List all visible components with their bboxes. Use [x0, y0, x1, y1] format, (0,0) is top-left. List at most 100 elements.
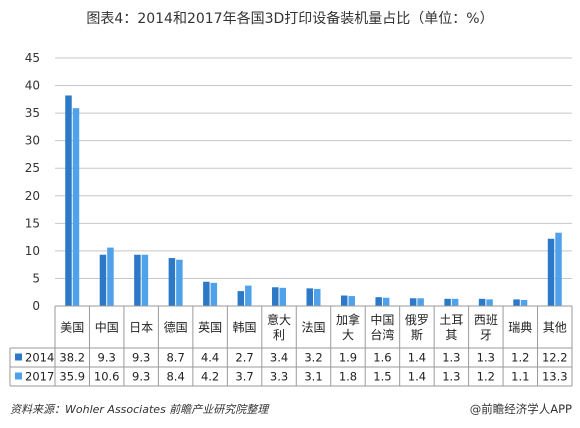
- y-axis-ticks: 0 5 10 15 20 25 30 35 40 45: [25, 51, 40, 313]
- bar-2017-8: [348, 296, 355, 306]
- y-tick-label: 5: [32, 271, 40, 285]
- category-label: 加拿: [336, 312, 360, 327]
- category-label: 德国: [164, 320, 188, 335]
- data-label: 9.3: [98, 351, 116, 365]
- bar-2014-8: [340, 295, 348, 306]
- bar-2014-7: [306, 288, 313, 306]
- bar-2017-1: [107, 247, 114, 306]
- bar-2014-4: [203, 281, 210, 306]
- data-label: 1.1: [511, 370, 529, 384]
- y-tick-label: 20: [25, 189, 40, 203]
- data-label: 1.6: [373, 351, 391, 365]
- data-label: 8.7: [166, 351, 184, 365]
- bar-2017-3: [176, 259, 183, 306]
- category-label: 台湾: [370, 327, 394, 342]
- bar-2014-12: [478, 298, 486, 306]
- bar-2017-13: [520, 299, 528, 306]
- data-label: 8.4: [166, 370, 184, 384]
- legend-label-2014: 2014: [25, 351, 54, 365]
- data-label: 9.3: [132, 370, 150, 384]
- y-tick-label: 40: [25, 79, 40, 93]
- grid-lines: [55, 57, 572, 279]
- y-tick-label: 30: [25, 134, 40, 148]
- bar-2017-4: [210, 282, 218, 306]
- category-label: 大: [342, 328, 354, 342]
- data-label: 1.4: [408, 370, 426, 384]
- category-label: 中国: [370, 312, 394, 327]
- category-label: 瑞典: [508, 321, 532, 335]
- bar-2014-6: [272, 287, 279, 306]
- y-tick-label: 10: [25, 244, 40, 258]
- bar-2014-1: [99, 254, 107, 306]
- category-label: 其他: [543, 321, 567, 335]
- source-note: 资料来源：Wohler Associates 前瞻产业研究院整理: [10, 403, 270, 416]
- bar-2014-9: [375, 297, 382, 306]
- category-label: 利: [273, 328, 285, 342]
- data-label: 3.7: [235, 370, 253, 384]
- legend-swatch-2014: [15, 353, 22, 361]
- category-label: 斯: [411, 328, 423, 342]
- category-label: 中国: [95, 320, 119, 335]
- data-label: 12.2: [542, 351, 568, 365]
- data-label: 1.3: [442, 370, 460, 384]
- y-tick-label: 35: [25, 106, 40, 120]
- bar-2014-10: [409, 298, 417, 306]
- category-label: 俄罗: [405, 313, 429, 327]
- bar-2014-11: [444, 298, 451, 306]
- data-label: 13.3: [542, 370, 568, 384]
- data-label: 3.3: [270, 370, 288, 384]
- data-label: 1.3: [442, 351, 460, 365]
- chart-title: 图表4：2014和2017年各国3D打印设备装机量占比（单位：%）: [86, 10, 493, 27]
- y-tick-label: 45: [25, 51, 40, 65]
- category-label: 西班: [474, 313, 498, 327]
- data-label: 38.2: [59, 351, 85, 365]
- data-label: 1.9: [339, 351, 357, 365]
- data-label: 10.6: [94, 370, 120, 384]
- bar-2014-3: [168, 258, 176, 306]
- category-label: 意大: [267, 312, 291, 327]
- category-label: 其: [445, 328, 457, 342]
- data-label: 1.5: [373, 370, 391, 384]
- data-label: 1.2: [477, 370, 495, 384]
- bar-2017-0: [72, 108, 80, 306]
- data-label: 35.9: [59, 370, 85, 384]
- bar-2014-14: [547, 238, 555, 306]
- category-label: 土耳: [439, 313, 463, 327]
- data-label: 1.4: [408, 351, 426, 365]
- bar-2017-10: [417, 298, 424, 306]
- data-label: 2.7: [235, 351, 253, 365]
- data-label: 1.3: [477, 351, 495, 365]
- category-label: 牙: [480, 328, 492, 342]
- bar-2017-9: [382, 297, 390, 306]
- data-label: 4.4: [201, 351, 219, 365]
- data-label: 4.2: [201, 370, 219, 384]
- bar-2017-7: [314, 288, 321, 306]
- bar-2017-6: [279, 287, 287, 306]
- bar-2017-14: [555, 232, 562, 306]
- bar-2014-5: [237, 291, 245, 306]
- bar-2017-12: [486, 299, 493, 306]
- y-tick-label: 15: [25, 216, 40, 230]
- data-label: 3.2: [304, 351, 322, 365]
- legend-swatch-2017: [15, 372, 22, 380]
- category-label: 英国: [198, 321, 222, 335]
- bar-2017-2: [141, 254, 149, 306]
- y-tick-label: 0: [32, 299, 40, 313]
- category-label: 韩国: [233, 320, 257, 335]
- category-label: 日本: [129, 321, 153, 335]
- bar-2014-13: [513, 299, 520, 306]
- bar-2014-2: [134, 254, 141, 306]
- data-label: 9.3: [132, 351, 150, 365]
- category-label: 法国: [301, 321, 325, 335]
- bar-2017-5: [245, 285, 252, 306]
- data-label: 3.4: [270, 351, 288, 365]
- brand-credit: @前瞻经济学人APP: [470, 402, 572, 416]
- data-label: 3.1: [304, 370, 322, 384]
- bar-2014-0: [65, 95, 72, 306]
- data-label: 1.2: [511, 351, 529, 365]
- data-label: 1.8: [339, 370, 357, 384]
- bar-2017-11: [451, 298, 459, 306]
- category-label: 美国: [60, 321, 84, 335]
